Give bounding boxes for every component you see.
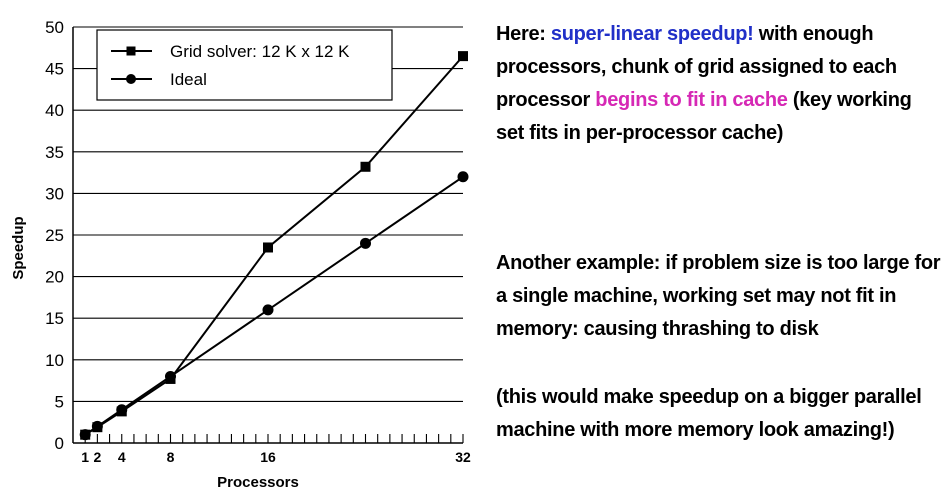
annotation-text: Here: super-linear speedup! with enough … [496,18,941,447]
data-point-ideal [79,429,91,441]
series-line-ideal [84,175,464,436]
data-point-ideal [165,370,176,382]
data-point-grid-solver [360,161,371,172]
note-another-example: Another example: if problem size is too … [496,252,941,340]
legend-label-grid-solver: Grid solver: 12 K x 12 K [170,42,350,61]
note-body-text: with enough processors, chunk of grid as… [496,23,897,111]
speedup-chart: 0 5 10 15 20 25 30 35 40 45 50 1 2 4 8 16 32 Speedup Pr… [10,18,471,491]
y-tick-label: 10 [45,351,64,370]
fit-in-cache-highlight: begins to fit in cache [595,89,788,111]
data-point-ideal [360,237,371,249]
legend-box [96,29,393,101]
y-tick-label: 30 [45,184,64,203]
y-axis-tick-labels: 0 5 10 15 20 25 30 35 40 45 50 [45,18,64,453]
super-linear-highlight: super-linear speedup! [550,23,754,45]
data-point-ideal [262,304,274,316]
y-tick-label: 15 [45,309,64,328]
y-tick-label: 5 [55,392,64,411]
x-tick-label: 32 [455,449,471,465]
y-tick-label: 35 [45,143,64,162]
data-point-grid-solver [458,51,468,62]
data-point-ideal [91,420,103,432]
x-tick-label: 1 [81,449,89,465]
data-point-grid-solver [263,242,273,253]
series-layer [79,51,469,441]
x-tick-label: 16 [260,449,276,465]
x-tick-label: 2 [93,449,101,465]
y-axis-title: Speedup [10,216,27,279]
data-point-ideal [457,171,469,183]
note-tail-text: (key working set fits in per-processor c… [496,89,912,144]
x-tick-label: 4 [118,449,126,465]
x-axis-title: Processors [217,474,299,491]
legend-label-ideal: Ideal [170,70,207,89]
x-tick-label: 8 [167,449,175,465]
legend: Grid solver: 12 K x 12 K Ideal [96,29,393,101]
y-tick-label: 45 [45,60,64,79]
series-line-grid-solver [84,55,464,436]
note-bigger-machine: (this would make speedup on a bigger par… [496,386,922,441]
y-tick-label: 50 [45,18,64,37]
legend-marker-circle [126,74,136,84]
x-axis-ticks: 1 2 4 8 16 32 [81,434,471,465]
note-here-text: Here: [496,23,551,45]
y-tick-label: 25 [45,226,64,245]
legend-marker-square [126,46,136,56]
y-tick-label: 20 [45,268,64,287]
y-tick-label: 0 [55,434,64,453]
data-point-ideal [116,404,128,416]
note-super-linear: Here: super-linear speedup! with enough … [496,18,941,150]
y-tick-label: 40 [45,101,64,120]
